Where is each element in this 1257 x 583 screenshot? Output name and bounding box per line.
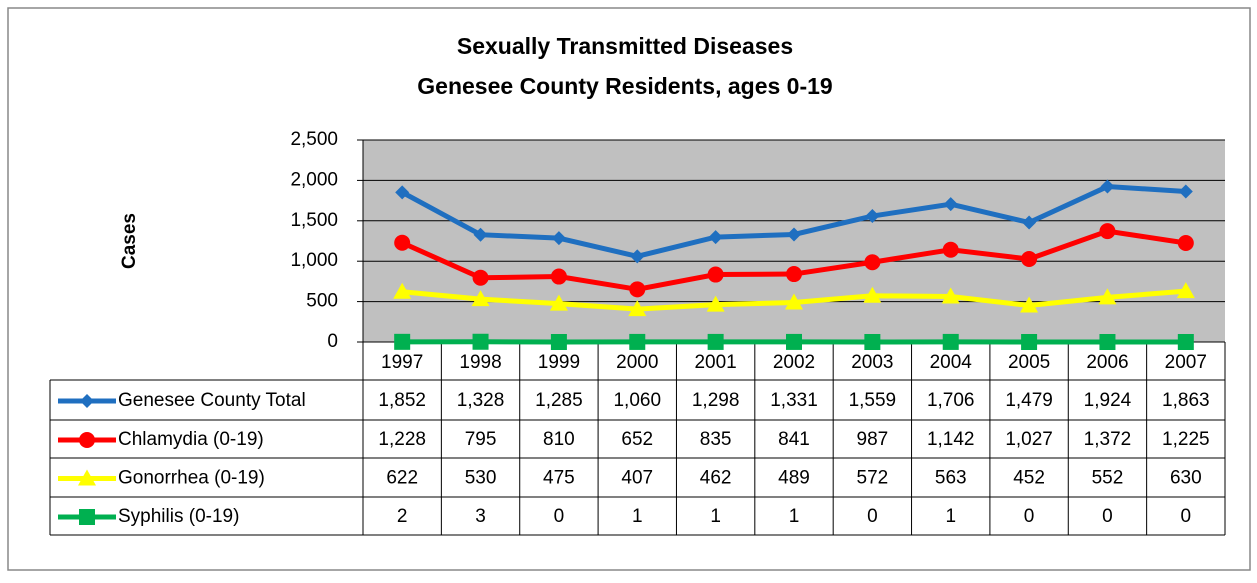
legend-key-marker <box>79 432 95 448</box>
table-cell: 1,225 <box>1162 429 1210 450</box>
table-cell: 987 <box>857 429 889 450</box>
table-cell: 489 <box>778 468 810 489</box>
chart-subtitle: Genesee County Residents, ages 0-19 <box>417 73 832 99</box>
table-cell: 835 <box>700 429 732 450</box>
table-cell: 0 <box>1102 506 1113 527</box>
table-cell: 0 <box>1024 506 1035 527</box>
table-cell: 1,852 <box>378 390 426 411</box>
table-cell: 563 <box>935 468 967 489</box>
table-cell: 622 <box>386 468 418 489</box>
y-tick-label: 1,500 <box>290 210 338 231</box>
data-point <box>473 270 489 286</box>
data-point <box>864 334 880 350</box>
x-tick-label: 2001 <box>694 352 736 373</box>
table-cell: 795 <box>465 429 497 450</box>
table-cell: 1,479 <box>1005 390 1053 411</box>
data-point <box>864 254 880 270</box>
y-tick-label: 0 <box>327 331 338 352</box>
data-point <box>394 235 410 251</box>
data-point <box>629 334 645 350</box>
table-cell: 1 <box>945 506 956 527</box>
legend-key-marker <box>79 509 95 525</box>
table-cell: 1,328 <box>457 390 505 411</box>
legend-label: Chlamydia (0-19) <box>118 429 264 450</box>
table-cell: 530 <box>465 468 497 489</box>
table-cell: 3 <box>475 506 486 527</box>
data-point <box>943 242 959 258</box>
table-cell: 1 <box>710 506 721 527</box>
x-tick-label: 2003 <box>851 352 893 373</box>
data-point <box>629 281 645 297</box>
y-tick-label: 1,000 <box>290 250 338 271</box>
table-cell: 452 <box>1013 468 1045 489</box>
table-cell: 1,142 <box>927 429 975 450</box>
y-tick-label: 2,000 <box>290 169 338 190</box>
table-cell: 475 <box>543 468 575 489</box>
table-cell: 1,298 <box>692 390 740 411</box>
table-cell: 841 <box>778 429 810 450</box>
x-tick-label: 1997 <box>381 352 423 373</box>
table-cell: 1 <box>789 506 800 527</box>
table-cell: 1,863 <box>1162 390 1210 411</box>
table-cell: 1,706 <box>927 390 975 411</box>
x-tick-label: 1998 <box>459 352 501 373</box>
table-cell: 1,027 <box>1005 429 1053 450</box>
data-point <box>1178 334 1194 350</box>
table-cell: 1,372 <box>1084 429 1132 450</box>
table-cell: 462 <box>700 468 732 489</box>
data-point <box>551 334 567 350</box>
data-point <box>786 266 802 282</box>
data-point <box>394 334 410 350</box>
data-point <box>551 269 567 285</box>
table-cell: 1,559 <box>849 390 897 411</box>
data-point <box>943 334 959 350</box>
legend-label: Gonorrhea (0-19) <box>118 468 265 489</box>
table-cell: 0 <box>1181 506 1192 527</box>
x-tick-label: 2002 <box>773 352 815 373</box>
table-cell: 1 <box>632 506 643 527</box>
table-cell: 572 <box>857 468 889 489</box>
table-cell: 1,331 <box>770 390 818 411</box>
y-axis-label: Cases <box>119 213 140 269</box>
table-cell: 1,924 <box>1084 390 1132 411</box>
table-cell: 630 <box>1170 468 1202 489</box>
table-cell: 407 <box>621 468 653 489</box>
data-point <box>786 334 802 350</box>
chart-title: Sexually Transmitted Diseases <box>457 33 793 59</box>
x-tick-label: 2000 <box>616 352 658 373</box>
data-point <box>1099 334 1115 350</box>
table-cell: 1,228 <box>378 429 426 450</box>
data-point <box>1021 251 1037 267</box>
x-tick-label: 2007 <box>1165 352 1207 373</box>
x-tick-label: 2004 <box>930 352 973 373</box>
y-tick-label: 500 <box>306 291 338 312</box>
data-point <box>473 334 489 350</box>
table-cell: 0 <box>867 506 878 527</box>
legend-label: Syphilis (0-19) <box>118 506 239 527</box>
x-tick-label: 1999 <box>538 352 580 373</box>
table-cell: 1,060 <box>613 390 661 411</box>
data-point <box>708 267 724 283</box>
table-cell: 652 <box>621 429 653 450</box>
x-tick-label: 2006 <box>1086 352 1128 373</box>
data-point <box>1178 235 1194 251</box>
legend-label: Genesee County Total <box>118 390 306 411</box>
data-point <box>1021 334 1037 350</box>
table-cell: 810 <box>543 429 575 450</box>
data-point <box>1099 223 1115 239</box>
y-tick-label: 2,500 <box>290 129 338 150</box>
table-cell: 2 <box>397 506 408 527</box>
table-cell: 552 <box>1092 468 1124 489</box>
data-point <box>708 334 724 350</box>
x-tick-label: 2005 <box>1008 352 1050 373</box>
table-cell: 0 <box>554 506 565 527</box>
table-cell: 1,285 <box>535 390 583 411</box>
